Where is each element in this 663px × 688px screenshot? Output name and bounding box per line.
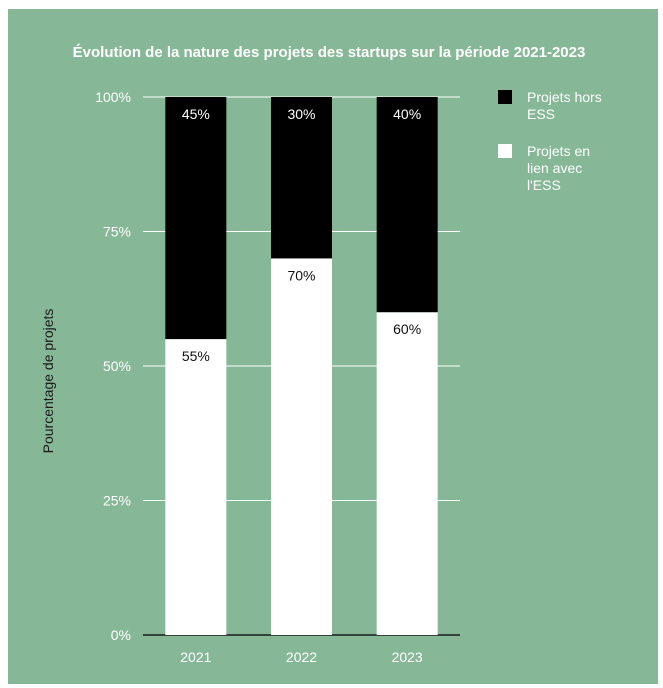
legend-swatch [498, 144, 512, 158]
bar-segment [271, 97, 332, 259]
bar-segment [271, 258, 332, 635]
legend-label: Projets hors [527, 89, 602, 105]
data-labels: 55% 45% 70% 30% 60% 40% [182, 106, 421, 364]
y-tick-label: 75% [103, 224, 131, 240]
y-tick-label: 0% [111, 627, 131, 643]
data-label: 45% [182, 106, 210, 122]
data-label: 60% [393, 321, 421, 337]
legend-label: Projets en [527, 143, 590, 159]
chart-frame: Évolution de la nature des projets des s… [8, 9, 658, 684]
x-tick-label: 2022 [286, 649, 317, 665]
legend-label: lien avec [527, 160, 582, 176]
bar-segment [165, 97, 227, 340]
stacked-bar-chart: Évolution de la nature des projets des s… [40, 44, 602, 665]
data-label: 70% [287, 267, 315, 283]
data-label: 30% [287, 106, 315, 122]
y-tick-label: 50% [103, 358, 131, 374]
legend-label: ESS [527, 106, 555, 122]
bar-segment [165, 339, 227, 635]
chart-title: Évolution de la nature des projets des s… [73, 44, 586, 61]
x-axis-ticks: 2021 2022 2023 [180, 649, 423, 665]
data-label: 40% [393, 106, 421, 122]
bars [165, 97, 438, 635]
data-label: 55% [182, 348, 210, 364]
bar-segment [376, 312, 438, 635]
y-axis-title: Pourcentage de projets [40, 309, 56, 454]
legend-swatch [498, 90, 512, 104]
legend-label: l'ESS [527, 177, 561, 193]
y-tick-label: 25% [103, 493, 131, 509]
x-tick-label: 2023 [392, 649, 423, 665]
y-tick-label: 100% [95, 89, 131, 105]
bar-segment [376, 97, 438, 313]
x-tick-label: 2021 [180, 649, 211, 665]
y-axis-ticks: 0% 25% 50% 75% 100% [95, 89, 131, 643]
